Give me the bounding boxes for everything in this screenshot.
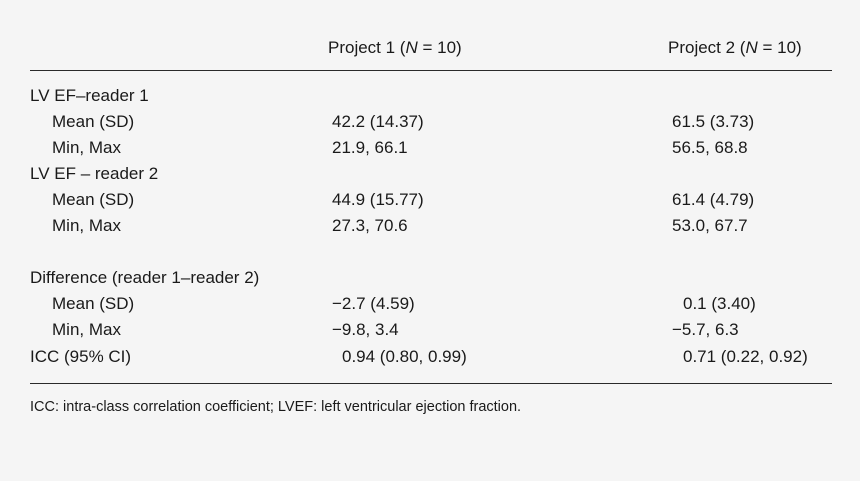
table-cell: 53.0, 67.7 xyxy=(672,216,748,235)
column-header-project-2: Project 2 (N = 10) xyxy=(668,38,802,58)
table-cell: −5.7, 6.3 xyxy=(672,320,739,339)
table-cell: 44.9 (15.77) xyxy=(332,190,424,209)
table-cell: 0.94 (0.80, 0.99) xyxy=(342,347,467,366)
table-footnote: ICC: intra-class correlation coefficient… xyxy=(30,399,522,415)
column-header-project-2-prefix: Project 2 ( xyxy=(668,38,746,57)
row-label-lv-ef-reader-2: LV EF – reader 2 xyxy=(30,164,159,183)
table-cell: 27.3, 70.6 xyxy=(332,216,408,235)
header-rule xyxy=(30,70,832,71)
table-cell: 0.71 (0.22, 0.92) xyxy=(683,347,808,366)
column-header-project-1-prefix: Project 1 ( xyxy=(328,38,406,57)
row-label-mean-sd: Mean (SD) xyxy=(52,294,135,313)
table-cell: 42.2 (14.37) xyxy=(332,112,424,131)
row-label-mean-sd: Mean (SD) xyxy=(52,112,135,131)
table-cell: 61.4 (4.79) xyxy=(672,190,755,209)
row-label-min-max: Min, Max xyxy=(52,320,121,339)
row-label-icc: ICC (95% CI) xyxy=(30,347,132,366)
table-cell: −2.7 (4.59) xyxy=(332,294,415,313)
column-header-project-2-suffix: = 10) xyxy=(757,38,802,57)
column-header-project-1-n: N xyxy=(405,38,418,57)
column-header-project-1: Project 1 (N = 10) xyxy=(328,38,462,58)
column-header-project-2-n: N xyxy=(745,38,758,57)
row-label-difference: Difference (reader 1–reader 2) xyxy=(30,268,260,287)
row-label-lv-ef-reader-1: LV EF–reader 1 xyxy=(30,86,149,105)
row-label-min-max: Min, Max xyxy=(52,216,121,235)
table-cell: 0.1 (3.40) xyxy=(683,294,756,313)
table-cell: 56.5, 68.8 xyxy=(672,138,748,157)
column-header-project-1-suffix: = 10) xyxy=(417,38,462,57)
table-cell: 21.9, 66.1 xyxy=(332,138,408,157)
row-label-mean-sd: Mean (SD) xyxy=(52,190,135,209)
row-label-min-max: Min, Max xyxy=(52,138,121,157)
table-cell: 61.5 (3.73) xyxy=(672,112,755,131)
footer-rule xyxy=(30,383,832,384)
table-cell: −9.8, 3.4 xyxy=(332,320,399,339)
